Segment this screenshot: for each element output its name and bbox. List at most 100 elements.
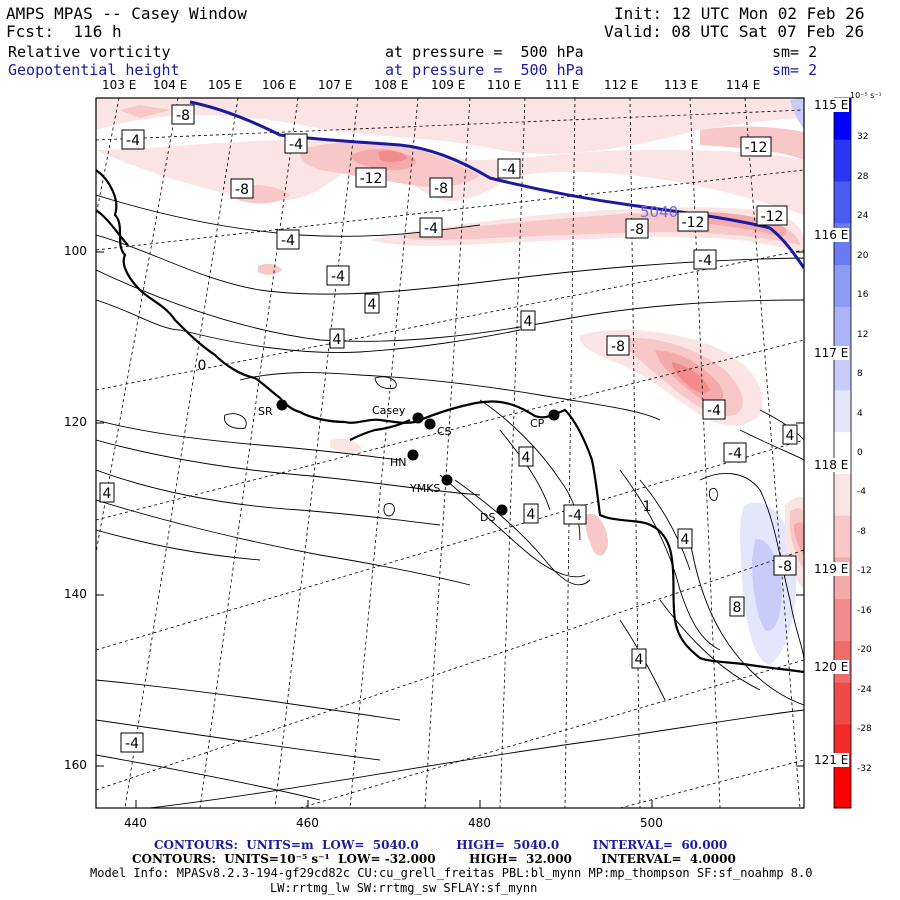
right-longitude-label: 118 E (813, 458, 850, 472)
colorbar (833, 97, 852, 809)
top-longitude-label: 107 E (318, 78, 353, 92)
contour-label: -12 (745, 140, 768, 156)
field1-smooth: sm= 2 (772, 43, 818, 61)
contour-label: 4 (527, 507, 536, 523)
contour-label: -4 (126, 133, 140, 149)
contour-label-box (523, 503, 539, 524)
x-label-460: 460 (296, 816, 319, 830)
contour-label-box (756, 205, 788, 226)
colorbar-tick-label: 32 (857, 132, 869, 143)
coastline (96, 169, 804, 674)
colorbar-segment (834, 390, 851, 433)
forecast-hour: Fcst: 116 h (6, 22, 122, 41)
top-longitude-label: 109 E (431, 78, 466, 92)
colorbar-segment (834, 682, 851, 725)
station-dot (424, 418, 436, 430)
right-longitude-label: 121 E (813, 753, 850, 767)
contour-label: -4 (728, 446, 742, 462)
contour-label-box (429, 177, 453, 198)
right-longitude-label: 115 E (813, 98, 850, 112)
contour-label-box (631, 648, 647, 669)
y-label-160: 160 (64, 758, 87, 772)
contour-label: -8 (611, 339, 625, 355)
valid-time: Valid: 08 UTC Sat 07 Feb 26 (604, 22, 865, 41)
colorbar-tick-label: -8 (857, 526, 866, 537)
height-contour-label: 5040 (640, 203, 678, 221)
station-label: CS (437, 425, 452, 438)
colorbar-tick-label: 8 (857, 369, 863, 380)
contour-label: -8 (434, 181, 448, 197)
station-label: HN (390, 456, 407, 469)
contour-label-box (693, 249, 717, 270)
longitude-grid (96, 98, 804, 808)
y-label-140: 140 (64, 587, 87, 601)
station-label: SR (258, 405, 273, 418)
right-longitude-label: 117 E (813, 346, 850, 360)
top-longitude-label: 110 E (487, 78, 522, 92)
station-dot (496, 504, 508, 516)
top-longitude-label: 108 E (374, 78, 409, 92)
top-longitude-label: 114 E (726, 78, 761, 92)
top-longitude-label: 104 E (153, 78, 188, 92)
contour-label-box (702, 399, 726, 420)
contour-label-box (284, 133, 308, 154)
colorbar-tick-label: -20 (857, 645, 872, 656)
station-dot (407, 449, 419, 461)
contour-label-box (120, 732, 144, 753)
contour-label-box (364, 293, 380, 314)
station-dot (412, 412, 424, 424)
vorticity-shading (96, 98, 804, 808)
colorbar-segment (834, 265, 851, 308)
geopotential-5040-contour (189, 100, 804, 269)
contour-label: 4 (786, 428, 795, 444)
contour-label-box (563, 504, 587, 525)
contour-label: -8 (630, 222, 644, 238)
contour-label: 8 (733, 600, 742, 616)
right-longitude-label: 119 E (813, 562, 850, 576)
contour-label-box (606, 335, 630, 356)
contour-label: 4 (681, 532, 690, 548)
colorbar-tick-label: 4 (857, 408, 863, 419)
colorbar-tick-label: -16 (857, 605, 872, 616)
contour-label-box (729, 596, 745, 617)
footer-height-contours: CONTOURS: UNITS=m LOW= 5040.0 HIGH= 5040… (154, 838, 728, 852)
contour-label: -4 (289, 137, 303, 153)
contour-label: -4 (707, 403, 721, 419)
contour-label-box (171, 104, 195, 125)
contour-label-box (782, 424, 798, 445)
station-dot (441, 474, 453, 486)
field2-level: at pressure = 500 hPa (385, 61, 584, 79)
map-title: AMPS MPAS -- Casey Window (6, 4, 247, 23)
colorbar-tick-label: 28 (857, 171, 869, 182)
footer-model-info-2: LW:rrtmg_lw SW:rrtmg_sw SFLAY:sf_mynn (270, 881, 538, 895)
colorbar-tick-label: -28 (857, 724, 872, 735)
station-dot (548, 409, 560, 421)
contour-label-box (276, 229, 300, 250)
axis-ticks (96, 251, 804, 808)
contour-label: 4 (524, 314, 533, 330)
colorbar-segment (834, 473, 851, 517)
station-dot (276, 399, 288, 411)
colorbar-segment (834, 306, 851, 350)
contour-label-box (230, 178, 254, 199)
contour-label: -12 (360, 171, 383, 187)
station-label: DS (480, 511, 495, 524)
footer-model-info: Model Info: MPASv8.2.3-194-gf29cd82c CU:… (90, 866, 813, 880)
contour-label: 4 (333, 332, 342, 348)
contour-label-box (99, 482, 115, 503)
station-label: YMKS (409, 482, 440, 495)
top-longitude-label: 111 E (545, 78, 580, 92)
contour-label-box (497, 158, 521, 179)
contour-label-box (419, 217, 443, 238)
contour-label-box (326, 265, 350, 286)
contour-labels: -8 -4 -4 -12 -8 -4 -8 -4 -4 -8 -4 -12 -12 -12 -8 -4 4 4 -4… (99, 104, 798, 753)
colorbar-segment (834, 599, 851, 642)
contour-label-box (773, 555, 797, 576)
colorbar-tick-label: 20 (857, 250, 869, 261)
top-longitude-label: 103 E (102, 78, 137, 92)
contour-label: 4 (522, 450, 531, 466)
colorbar-tick-label: -12 (857, 566, 872, 577)
contour-label: -4 (331, 269, 345, 285)
